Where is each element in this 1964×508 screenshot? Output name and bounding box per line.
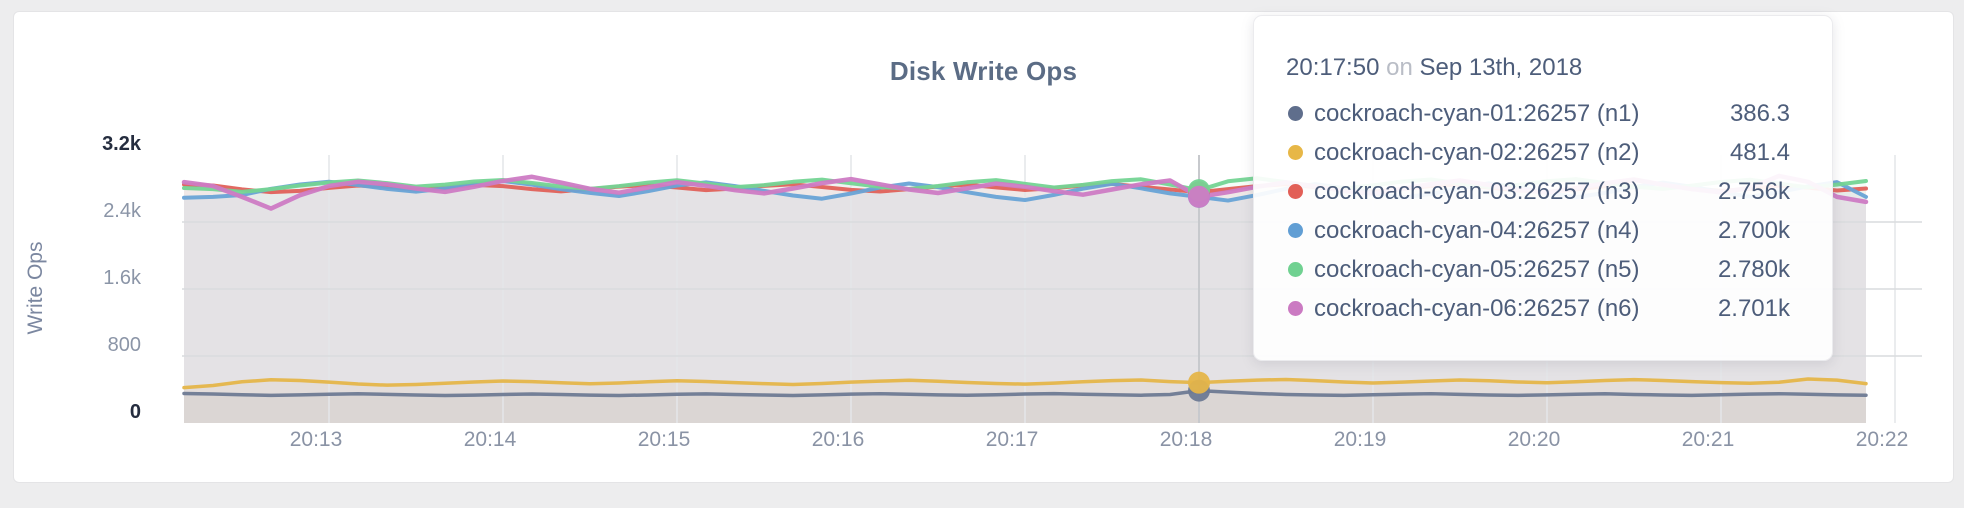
- hover-dot-n2: [1188, 371, 1210, 394]
- x-tick-label-20:14: 20:14: [463, 428, 517, 451]
- series-value: 2.701k: [1717, 294, 1790, 322]
- y-tick-label-1.6k: 1.6k: [103, 267, 141, 289]
- tooltip-series-row-n2: cockroach-cyan-02:26257 (n2) 481.4: [1284, 133, 1790, 172]
- series-line-n2: [182, 377, 1868, 390]
- series-value: 481.4: [1729, 138, 1790, 166]
- series-color-dot-n5: [1288, 262, 1303, 277]
- series-color-dot-n4: [1288, 223, 1303, 238]
- x-tick-label-20:15: 20:15: [637, 428, 691, 451]
- y-tick-label-800: 800: [107, 334, 141, 356]
- tooltip-date: Sep 13th, 2018: [1419, 54, 1583, 81]
- tooltip-series-row-n1: cockroach-cyan-01:26257 (n1) 386.3: [1284, 94, 1790, 133]
- series-value: 2.700k: [1717, 216, 1790, 244]
- y-tick-label-2.4k: 2.4k: [103, 200, 141, 222]
- x-tick-label-20:18: 20:18: [1159, 428, 1213, 451]
- x-tick-label-20:13: 20:13: [289, 428, 343, 451]
- tooltip-connector: on: [1386, 54, 1413, 81]
- series-color-dot-n3: [1288, 184, 1303, 199]
- series-name: cockroach-cyan-05:26257 (n5): [1314, 255, 1640, 283]
- series-line-n1: [182, 388, 1868, 398]
- chart-title: Disk Write Ops: [889, 56, 1078, 86]
- series-color-dot-n2: [1288, 145, 1303, 160]
- y-tick-label-0: 0: [129, 401, 141, 423]
- series-name: cockroach-cyan-03:26257 (n3): [1314, 177, 1640, 205]
- hover-tooltip: 20:17:50 on Sep 13th, 2018 cockroach-cya…: [1253, 15, 1833, 361]
- y-tick-label-3.2k: 3.2k: [102, 133, 141, 155]
- series-value: 2.780k: [1717, 255, 1790, 283]
- tooltip-series-row-n5: cockroach-cyan-05:26257 (n5) 2.780k: [1284, 250, 1790, 289]
- tooltip-series-row-n3: cockroach-cyan-03:26257 (n3) 2.756k: [1284, 172, 1790, 211]
- x-tick-label-20:17: 20:17: [985, 428, 1039, 451]
- series-name: cockroach-cyan-02:26257 (n2): [1314, 138, 1640, 166]
- tooltip-series-row-n4: cockroach-cyan-04:26257 (n4) 2.700k: [1284, 211, 1790, 250]
- x-tick-label-20:20: 20:20: [1507, 428, 1561, 451]
- tooltip-header: 20:17:50 on Sep 13th, 2018: [1286, 54, 1790, 82]
- series-color-dot-n1: [1288, 106, 1303, 121]
- series-name: cockroach-cyan-04:26257 (n4): [1314, 216, 1640, 244]
- tooltip-series-list: cockroach-cyan-01:26257 (n1) 386.3 cockroa…: [1284, 94, 1790, 328]
- series-value: 386.3: [1729, 99, 1790, 127]
- series-name: cockroach-cyan-01:26257 (n1): [1314, 99, 1640, 127]
- x-tick-label-20:21: 20:21: [1681, 428, 1735, 451]
- series-name: cockroach-cyan-06:26257 (n6): [1314, 294, 1640, 322]
- chart-card: Disk Write Ops Write Ops 0 800 1.6k 2.4k 3.2…: [13, 11, 1954, 483]
- x-tick-label-20:16: 20:16: [811, 428, 865, 451]
- tooltip-time: 20:17:50: [1286, 54, 1380, 81]
- x-tick-label-20:19: 20:19: [1333, 428, 1387, 451]
- tooltip-series-row-n6: cockroach-cyan-06:26257 (n6) 2.701k: [1284, 289, 1790, 328]
- series-color-dot-n6: [1288, 301, 1303, 316]
- x-tick-label-20:22: 20:22: [1855, 428, 1909, 451]
- series-value: 2.756k: [1717, 177, 1790, 205]
- hover-dot-n6: [1188, 185, 1210, 208]
